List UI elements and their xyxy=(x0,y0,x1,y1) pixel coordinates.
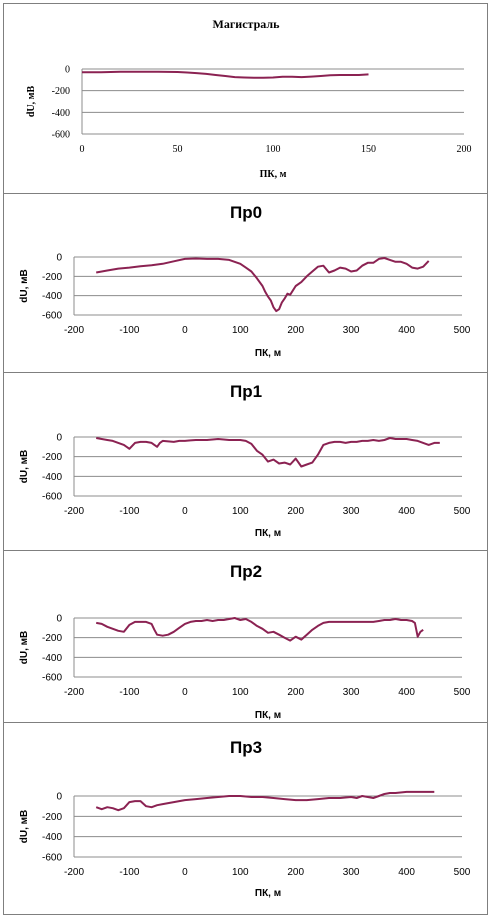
y-tick-label: -400 xyxy=(42,653,62,664)
y-axis-label: dU, мВ xyxy=(19,269,30,303)
series-line-0 xyxy=(96,257,430,313)
x-tick-label: 400 xyxy=(398,325,415,336)
x-tick-label: 300 xyxy=(343,325,360,336)
y-tick-label: -600 xyxy=(42,311,62,322)
x-tick-label: 100 xyxy=(232,687,249,698)
x-tick-label: 500 xyxy=(454,867,471,878)
x-tick-label: -100 xyxy=(119,867,139,878)
x-tick-label: 300 xyxy=(343,687,360,698)
x-tick-label: 0 xyxy=(182,325,188,336)
x-tick-label: -100 xyxy=(119,687,139,698)
series-line-0 xyxy=(96,437,440,468)
y-tick-label: 0 xyxy=(56,433,62,444)
x-tick-label: 0 xyxy=(182,867,188,878)
y-tick-label: -200 xyxy=(42,272,62,283)
chart-title: Пр2 xyxy=(230,562,262,581)
x-axis-label: ПК, м xyxy=(260,169,287,180)
x-tick-label: 500 xyxy=(454,687,471,698)
x-tick-label: 100 xyxy=(232,325,249,336)
x-tick-label: 200 xyxy=(287,506,304,517)
chart-svg-0: Магистраль 0 -200 -400 -600 0 50 100 150 200 ПК, м… xyxy=(26,17,472,180)
y-axis-label: dU, мВ xyxy=(19,631,30,665)
y-tick-label: -200 xyxy=(42,812,62,823)
y-tick-label: -600 xyxy=(52,130,70,141)
chart-panel-2: Пр1 0 -200 -400 -600 -200 -100 0 100 200 300 400 500… xyxy=(3,372,488,550)
y-tick-label: -200 xyxy=(52,86,70,97)
y-tick-label: -600 xyxy=(42,492,62,503)
x-tick-label: 0 xyxy=(182,687,188,698)
series-line-0 xyxy=(95,790,435,812)
x-tick-label: 100 xyxy=(232,506,249,517)
y-tick-label: -400 xyxy=(42,832,62,843)
y-tick-label: -200 xyxy=(42,452,62,463)
y-tick-label: -400 xyxy=(52,108,70,119)
chart-title: Пр1 xyxy=(230,382,262,401)
x-tick-label: 400 xyxy=(398,867,415,878)
x-tick-label: -100 xyxy=(119,325,139,336)
y-tick-label: 0 xyxy=(56,253,62,264)
x-tick-label: 0 xyxy=(80,144,85,155)
x-tick-label: 150 xyxy=(361,144,376,155)
x-tick-label: 200 xyxy=(457,144,472,155)
y-axis-label: dU, мВ xyxy=(19,810,30,844)
x-axis-label: ПК, м xyxy=(255,528,281,539)
chart-title: Магистраль xyxy=(213,17,281,31)
y-tick-label: -600 xyxy=(42,673,62,684)
series-line-0 xyxy=(82,70,369,79)
y-tick-label: 0 xyxy=(56,614,62,625)
x-tick-label: -200 xyxy=(64,867,84,878)
chart-panel-1: Пр0 0 -200 -400 -600 -200 -100 0 100 200 300 400 500… xyxy=(3,193,488,372)
x-axis-label: ПК, м xyxy=(255,710,281,721)
x-tick-label: 100 xyxy=(232,867,249,878)
x-tick-label: 500 xyxy=(454,506,471,517)
x-axis-label: ПК, м xyxy=(255,348,281,359)
chart-title: Пр3 xyxy=(230,738,262,757)
y-axis-label: dU, мВ xyxy=(26,86,37,118)
x-tick-label: 200 xyxy=(287,687,304,698)
x-tick-label: 0 xyxy=(182,506,188,517)
y-tick-label: -600 xyxy=(42,853,62,864)
x-tick-label: 500 xyxy=(454,325,471,336)
y-tick-label: -400 xyxy=(42,291,62,302)
x-tick-label: 100 xyxy=(266,144,281,155)
x-tick-label: 200 xyxy=(287,325,304,336)
y-tick-label: -200 xyxy=(42,633,62,644)
x-tick-label: 300 xyxy=(343,867,360,878)
x-tick-label: -200 xyxy=(64,325,84,336)
y-tick-label: 0 xyxy=(65,65,70,76)
series-line-0 xyxy=(96,617,424,642)
x-axis-label: ПК, м xyxy=(255,888,281,899)
x-tick-label: 50 xyxy=(173,144,183,155)
y-tick-label: 0 xyxy=(56,792,62,803)
y-axis-label: dU, мВ xyxy=(19,450,30,484)
x-tick-label: 200 xyxy=(287,867,304,878)
chart-panel-4: Пр3 0 -200 -400 -600 -200 -100 0 100 200 300 400 500… xyxy=(3,722,488,915)
y-tick-label: -400 xyxy=(42,472,62,483)
x-tick-label: 400 xyxy=(398,687,415,698)
chart-panel-0: Магистраль 0 -200 -400 -600 0 50 100 150 200 ПК, м… xyxy=(3,3,488,193)
x-tick-label: 300 xyxy=(343,506,360,517)
chart-panel-3: Пр2 0 -200 -400 -600 -200 -100 0 100 200 300 400 500… xyxy=(3,550,488,722)
x-tick-label: -200 xyxy=(64,506,84,517)
x-tick-label: -200 xyxy=(64,687,84,698)
x-tick-label: -100 xyxy=(119,506,139,517)
chart-title: Пр0 xyxy=(230,203,262,222)
x-tick-label: 400 xyxy=(398,506,415,517)
